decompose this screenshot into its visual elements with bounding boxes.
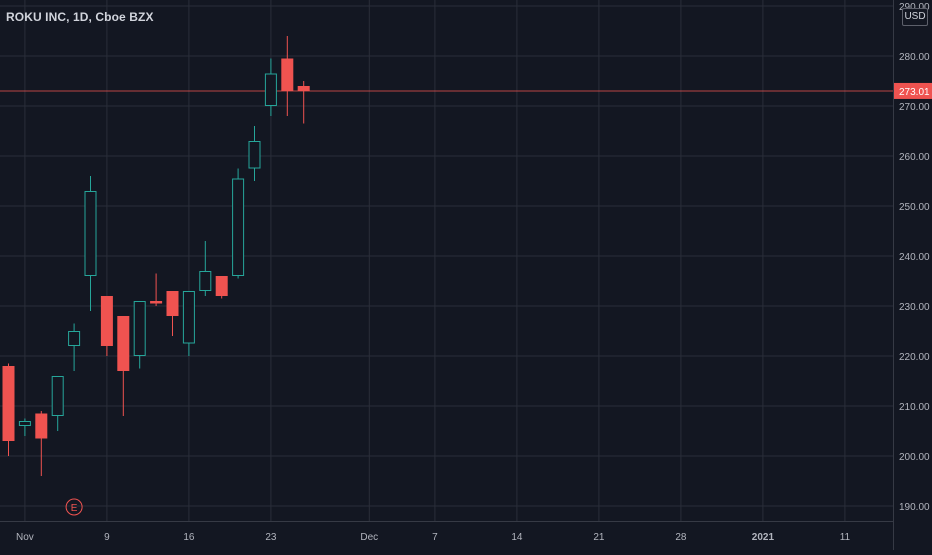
- candle: [133, 301, 146, 369]
- candle: [100, 296, 113, 356]
- candle: [182, 291, 195, 356]
- x-tick-label: 28: [675, 532, 687, 543]
- candle: [51, 376, 64, 431]
- x-tick-label: 21: [593, 532, 605, 543]
- symbol-title: ROKU INC, 1D, Cboe BZX: [6, 10, 154, 24]
- x-tick-label: 2021: [752, 532, 775, 543]
- y-tick-label: 270.00: [899, 102, 930, 113]
- candle: [166, 291, 179, 336]
- candle-body: [297, 86, 310, 91]
- x-tick-label: 11: [840, 532, 851, 543]
- candle-body: [182, 291, 195, 344]
- currency-button[interactable]: USD: [902, 8, 928, 26]
- y-tick-label: 220.00: [899, 352, 930, 363]
- x-tick-label: Nov: [16, 532, 34, 543]
- candles: [2, 36, 310, 476]
- candle: [199, 241, 212, 296]
- y-tick-label: 280.00: [899, 52, 930, 63]
- candle: [232, 168, 245, 279]
- candle: [18, 418, 31, 436]
- candle-body: [35, 413, 48, 439]
- candle-body: [51, 376, 64, 416]
- events: E: [65, 498, 83, 516]
- y-tick-label: 200.00: [899, 452, 930, 463]
- candle-body: [248, 141, 261, 169]
- candle: [150, 273, 163, 306]
- y-tick-label: 240.00: [899, 252, 930, 263]
- candle: [264, 58, 277, 116]
- candle: [68, 323, 81, 371]
- last-price-label: 273.01: [899, 87, 930, 98]
- x-tick-label: Dec: [360, 532, 378, 543]
- candle: [35, 411, 48, 476]
- y-tick-label: 260.00: [899, 152, 930, 163]
- candle-body: [264, 73, 277, 106]
- y-tick-label: 250.00: [899, 202, 930, 213]
- candle-body: [84, 191, 97, 276]
- candle-body: [281, 58, 294, 91]
- candle: [84, 176, 97, 311]
- event-circle: [65, 498, 83, 516]
- candle-body: [18, 421, 31, 426]
- candle-body: [232, 178, 245, 276]
- y-tick-label: 290.00: [899, 2, 930, 13]
- candle: [297, 81, 310, 124]
- y-tick-label: 210.00: [899, 402, 930, 413]
- candle-body: [215, 276, 228, 296]
- last-price-label-bg: [894, 82, 932, 99]
- y-tick-label: 230.00: [899, 302, 930, 313]
- event-label: E: [71, 503, 78, 514]
- x-tick-label: 16: [183, 532, 195, 543]
- candle: [2, 363, 15, 456]
- candle: [281, 36, 294, 116]
- x-tick-label: 23: [265, 532, 277, 543]
- candle: [215, 276, 228, 299]
- candle-body: [199, 271, 212, 291]
- candle-body: [100, 296, 113, 346]
- candle: [248, 126, 261, 181]
- candle-body: [117, 316, 130, 371]
- grid: [0, 0, 893, 521]
- x-tick-label: 9: [104, 532, 110, 543]
- candle-body: [150, 301, 163, 304]
- candle-body: [68, 331, 81, 346]
- candle-body: [133, 301, 146, 356]
- candle: [117, 316, 130, 416]
- earnings-event-marker: E: [65, 498, 83, 516]
- y-tick-label: 190.00: [899, 502, 930, 513]
- x-tick-label: 7: [432, 532, 438, 543]
- x-tick-label: 14: [511, 532, 523, 543]
- candle-body: [2, 366, 15, 441]
- candle-body: [166, 291, 179, 316]
